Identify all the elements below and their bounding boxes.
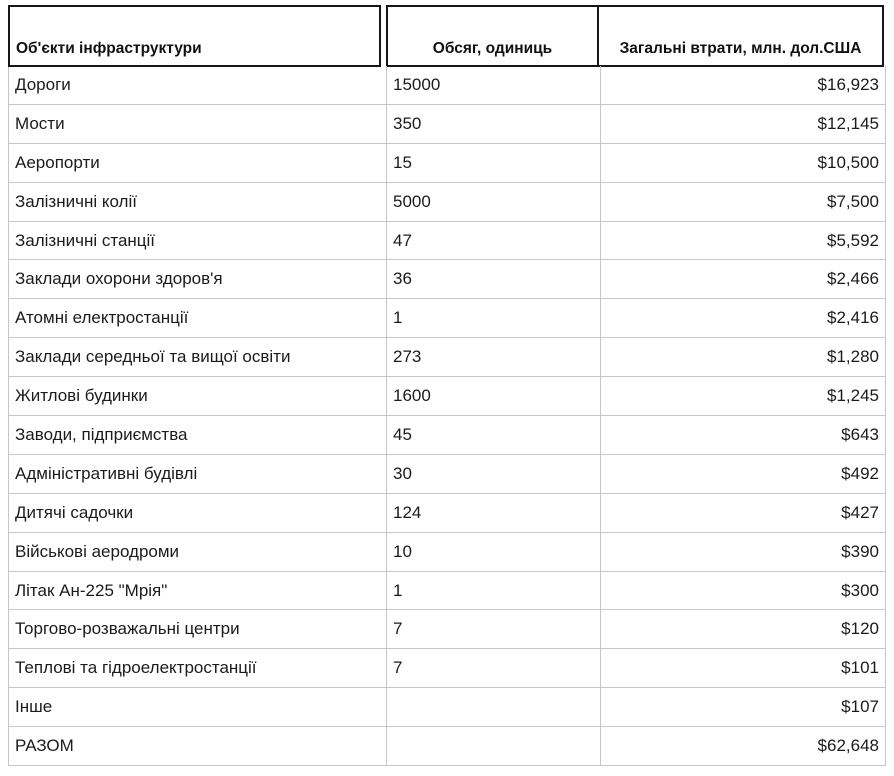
object-name-cell: Заводи, підприємства — [15, 424, 188, 444]
table-row: Дитячі садочки 124 $427 — [9, 493, 887, 533]
loss-value-cell: $12,145 — [600, 104, 887, 143]
quantity-cell: 1600 — [386, 377, 600, 416]
table-row: Військові аеродроми 10 $390 — [9, 532, 887, 572]
column-header-objects: Об'єкти інфраструктури — [8, 5, 381, 67]
column-header-quantity: Обсяг, одиниць — [386, 5, 599, 67]
table-row: РАЗОМ $62,648 — [9, 727, 887, 767]
loss-value-cell: $2,416 — [600, 299, 887, 338]
loss-value-cell: $101 — [600, 649, 887, 688]
quantity-cell: 36 — [386, 260, 600, 299]
quantity-cell: 1 — [386, 571, 600, 610]
loss-value-cell: $2,466 — [600, 260, 887, 299]
quantity-cell: 124 — [386, 493, 600, 532]
loss-value-cell: $390 — [600, 532, 887, 571]
loss-value-cell: $492 — [600, 454, 887, 493]
object-name-cell: Військові аеродроми — [15, 541, 180, 561]
table-body: Дороги 15000 $16,923 Мости 350 $12,145 Аеропор… — [8, 66, 887, 767]
loss-value-cell: $120 — [600, 610, 887, 649]
object-name-cell: Теплові та гідроелектростанції — [15, 658, 257, 678]
loss-value-cell: $10,500 — [600, 143, 887, 182]
table-row: Літак Ан-225 "Мрія" 1 $300 — [9, 571, 887, 611]
column-header-losses: Загальні втрати, млн. дол.США — [597, 5, 884, 67]
loss-value-cell: $1,245 — [600, 377, 887, 416]
table-row: Інше $107 — [9, 688, 887, 728]
table-row: Адміністративні будівлі 30 $492 — [9, 454, 887, 494]
loss-value-cell: $107 — [600, 688, 887, 727]
table-row: Заклади охорони здоров'я 36 $2,466 — [9, 260, 887, 300]
loss-value-cell: $7,500 — [600, 182, 887, 221]
loss-value-cell: $62,648 — [600, 727, 887, 766]
table-row: Дороги 15000 $16,923 — [9, 66, 885, 105]
quantity-cell: 10 — [386, 532, 600, 571]
table-row: Залізничні станції 47 $5,592 — [9, 221, 887, 261]
object-name-cell: Дитячі садочки — [15, 502, 134, 522]
quantity-cell: 30 — [386, 454, 600, 493]
object-name-cell: Житлові будинки — [15, 386, 148, 406]
quantity-cell: 273 — [386, 338, 600, 377]
table-row: Залізничні колії 5000 $7,500 — [9, 182, 887, 222]
loss-value-cell: $300 — [600, 571, 887, 610]
loss-value-cell: $427 — [600, 493, 887, 532]
quantity-cell: 350 — [386, 104, 600, 143]
loss-value-cell: $16,923 — [600, 66, 887, 104]
quantity-cell — [386, 727, 600, 766]
table-row: Теплові та гідроелектростанції 7 $101 — [9, 649, 887, 689]
loss-value-cell: $643 — [600, 416, 887, 454]
quantity-cell: 7 — [386, 649, 600, 688]
object-name-cell: Залізничні колії — [15, 191, 137, 211]
table-row: Житлові будинки 1600 $1,245 — [9, 377, 887, 417]
object-name-cell: Літак Ан-225 "Мрія" — [15, 580, 168, 600]
object-name-cell: Мости — [15, 113, 65, 133]
object-name-cell: Аеропорти — [15, 152, 100, 172]
quantity-cell — [386, 688, 600, 727]
object-name-cell: Заклади охорони здоров'я — [15, 269, 223, 289]
table-row: Торгово-розважальні центри 7 $120 — [9, 610, 887, 650]
table-header-row: Об'єкти інфраструктури Обсяг, одиниць За… — [8, 5, 886, 67]
quantity-cell: 7 — [386, 610, 600, 649]
object-name-cell: Атомні електростанції — [15, 308, 189, 328]
quantity-cell: 1 — [386, 299, 600, 338]
object-name-cell: РАЗОМ — [15, 736, 74, 756]
quantity-cell: 45 — [386, 416, 600, 454]
table-row: Мости 350 $12,145 — [9, 104, 887, 144]
quantity-cell: 15000 — [386, 66, 600, 104]
object-name-cell: Залізничні станції — [15, 230, 156, 250]
loss-value-cell: $5,592 — [600, 221, 887, 260]
object-name-cell: Торгово-розважальні центри — [15, 619, 240, 639]
table-row: Заклади середньої та вищої освіти 273 $1,2… — [9, 338, 887, 378]
table-row: Заводи, підприємства 45 $643 — [9, 416, 885, 455]
object-name-cell: Інше — [15, 697, 53, 717]
object-name-cell: Адміністративні будівлі — [15, 463, 198, 483]
table-row: Аеропорти 15 $10,500 — [9, 143, 887, 183]
quantity-cell: 15 — [386, 143, 600, 182]
loss-value-cell: $1,280 — [600, 338, 887, 377]
object-name-cell: Дороги — [15, 74, 71, 94]
infrastructure-losses-table: Об'єкти інфраструктури Обсяг, одиниць За… — [8, 5, 887, 767]
object-name-cell: Заклади середньої та вищої освіти — [15, 347, 291, 367]
quantity-cell: 47 — [386, 221, 600, 260]
table-row: Атомні електростанції 1 $2,416 — [9, 299, 887, 339]
quantity-cell: 5000 — [386, 182, 600, 221]
